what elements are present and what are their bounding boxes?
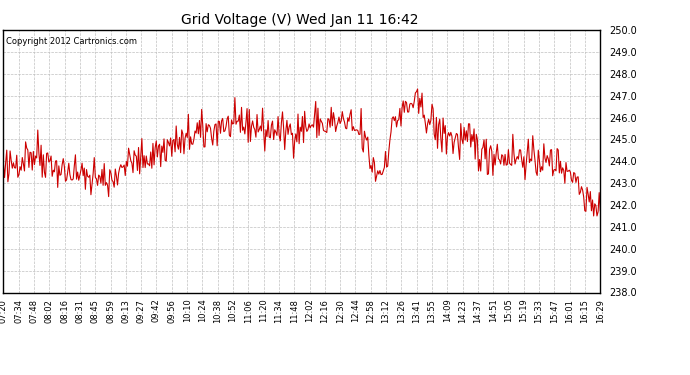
Text: Copyright 2012 Cartronics.com: Copyright 2012 Cartronics.com [6, 37, 137, 46]
Text: Grid Voltage (V) Wed Jan 11 16:42: Grid Voltage (V) Wed Jan 11 16:42 [181, 13, 419, 27]
